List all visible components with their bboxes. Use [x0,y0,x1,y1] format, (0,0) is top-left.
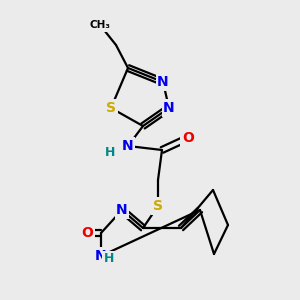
Text: O: O [81,226,93,240]
Text: N: N [122,139,134,153]
Text: S: S [106,101,116,115]
Text: CH₃: CH₃ [89,20,110,30]
Text: N: N [116,203,128,217]
Text: N: N [163,101,175,115]
Text: O: O [182,131,194,145]
Text: S: S [153,199,163,213]
Text: H: H [104,253,114,266]
Text: H: H [105,146,115,158]
Text: N: N [157,75,169,89]
Text: N: N [95,249,107,263]
